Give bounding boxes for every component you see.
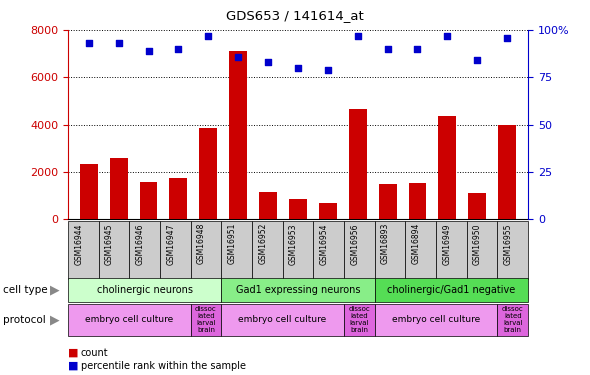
Text: dissoc
iated
larval
brain: dissoc iated larval brain (195, 306, 217, 333)
Text: GSM16945: GSM16945 (105, 223, 114, 265)
Bar (349, 109, 366, 219)
Text: GSM16894: GSM16894 (412, 223, 421, 264)
Text: GSM16944: GSM16944 (74, 223, 83, 265)
Text: GSM16956: GSM16956 (350, 223, 359, 265)
Text: ▶: ▶ (50, 283, 60, 296)
Point (173, 46, 183, 52)
Text: GSM16953: GSM16953 (289, 223, 298, 265)
Bar (110, 158, 127, 219)
Bar (259, 192, 277, 219)
Point (263, 59, 273, 65)
Point (442, 33, 452, 39)
Text: count: count (81, 348, 109, 357)
Text: ■: ■ (68, 361, 78, 370)
Text: dissoc
iated
larval
brain: dissoc iated larval brain (349, 306, 370, 333)
Point (413, 46, 422, 52)
Text: GSM16893: GSM16893 (381, 223, 390, 264)
Text: GSM16949: GSM16949 (442, 223, 451, 265)
Point (383, 46, 392, 52)
Point (503, 34, 512, 40)
Text: embryo cell culture: embryo cell culture (238, 315, 327, 324)
Point (234, 54, 243, 60)
Text: embryo cell culture: embryo cell culture (392, 315, 480, 324)
Text: cholinergic/Gad1 negative: cholinergic/Gad1 negative (387, 285, 516, 295)
Point (323, 67, 333, 73)
Text: GDS653 / 141614_at: GDS653 / 141614_at (226, 9, 364, 22)
Bar (140, 182, 158, 219)
Text: GSM16946: GSM16946 (136, 223, 145, 265)
Text: cholinergic neurons: cholinergic neurons (97, 285, 192, 295)
Bar (408, 183, 427, 219)
Text: ■: ■ (68, 348, 78, 357)
Bar (319, 203, 337, 219)
Text: GSM16955: GSM16955 (504, 223, 513, 265)
Bar (289, 199, 307, 219)
Text: GSM16947: GSM16947 (166, 223, 175, 265)
Bar (379, 184, 396, 219)
Bar (80, 164, 98, 219)
Text: protocol: protocol (3, 315, 45, 325)
Bar (498, 124, 516, 219)
Point (84, 40, 93, 46)
Point (293, 65, 303, 71)
Text: GSM16948: GSM16948 (197, 223, 206, 264)
Bar (438, 116, 456, 219)
Text: Gad1 expressing neurons: Gad1 expressing neurons (235, 285, 360, 295)
Bar (468, 194, 486, 219)
Point (144, 48, 153, 54)
Point (204, 33, 213, 39)
Point (114, 40, 123, 46)
Point (353, 33, 362, 39)
Text: dissoc
iated
larval
brain: dissoc iated larval brain (502, 306, 523, 333)
Text: GSM16950: GSM16950 (473, 223, 482, 265)
Text: percentile rank within the sample: percentile rank within the sample (81, 361, 246, 370)
Text: GSM16952: GSM16952 (258, 223, 267, 264)
Text: embryo cell culture: embryo cell culture (85, 315, 173, 324)
Text: cell type: cell type (3, 285, 48, 295)
Text: GSM16951: GSM16951 (228, 223, 237, 264)
Bar (169, 178, 188, 219)
Bar (199, 128, 217, 219)
Point (473, 57, 482, 63)
Text: ▶: ▶ (50, 313, 60, 326)
Text: GSM16954: GSM16954 (320, 223, 329, 265)
Bar (230, 51, 247, 219)
